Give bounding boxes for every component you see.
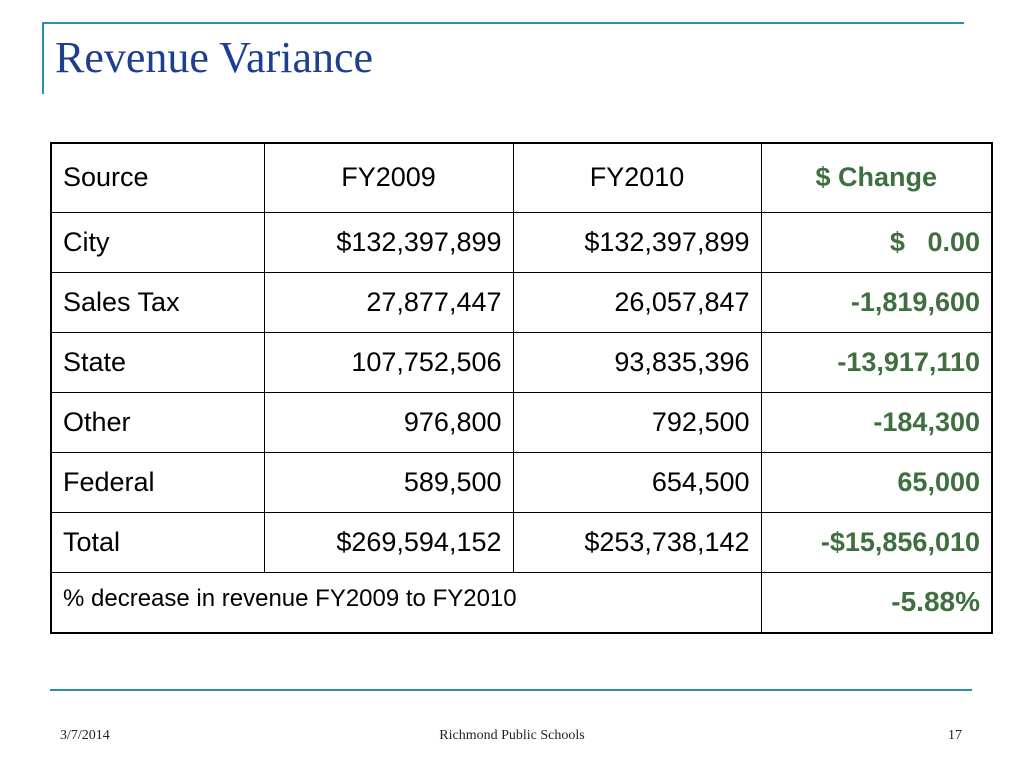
table-row-total: Total $269,594,152 $253,738,142 -$15,856… xyxy=(50,511,993,573)
row-fy2009: $269,594,152 xyxy=(263,511,514,573)
title-top-rule xyxy=(42,22,964,24)
row-source: Sales Tax xyxy=(50,271,265,333)
slide-title: Revenue Variance xyxy=(55,33,374,82)
row-fy2009: 107,752,506 xyxy=(263,331,514,393)
table-summary-row: % decrease in revenue FY2009 to FY2010 -… xyxy=(50,571,993,634)
table-row: Sales Tax 27,877,447 26,057,847 -1,819,6… xyxy=(50,271,993,333)
table-row: City $132,397,899 $132,397,899 $ 0.00 xyxy=(50,211,993,273)
row-source: State xyxy=(50,331,265,393)
row-change: -13,917,110 xyxy=(760,331,993,393)
title-left-rule xyxy=(42,22,44,94)
row-change: -$15,856,010 xyxy=(760,511,993,573)
row-source: Other xyxy=(50,391,265,453)
revenue-table: Source FY2009 FY2010 $ Change City $132,… xyxy=(50,142,993,634)
row-fy2009: 589,500 xyxy=(263,451,514,513)
summary-label: % decrease in revenue FY2009 to FY2010 xyxy=(50,571,762,634)
row-change: -1,819,600 xyxy=(760,271,993,333)
header-source: Source xyxy=(50,142,265,213)
table-row: Other 976,800 792,500 -184,300 xyxy=(50,391,993,453)
row-fy2010: 93,835,396 xyxy=(512,331,762,393)
row-source: Total xyxy=(50,511,265,573)
row-change: 65,000 xyxy=(760,451,993,513)
row-change: -184,300 xyxy=(760,391,993,453)
table-header-row: Source FY2009 FY2010 $ Change xyxy=(50,142,993,213)
row-source: Federal xyxy=(50,451,265,513)
header-fy2009: FY2009 xyxy=(263,142,514,213)
row-fy2010: 792,500 xyxy=(512,391,762,453)
row-fy2009: $132,397,899 xyxy=(263,211,514,273)
footer-date: 3/7/2014 xyxy=(60,728,110,743)
table-row: Federal 589,500 654,500 65,000 xyxy=(50,451,993,513)
row-fy2010: $253,738,142 xyxy=(512,511,762,573)
header-fy2010: FY2010 xyxy=(512,142,762,213)
footer-rule xyxy=(50,689,972,691)
row-fy2010: 26,057,847 xyxy=(512,271,762,333)
row-source: City xyxy=(50,211,265,273)
row-fy2009: 976,800 xyxy=(263,391,514,453)
row-fy2009: 27,877,447 xyxy=(263,271,514,333)
summary-value: -5.88% xyxy=(760,571,993,634)
row-fy2010: 654,500 xyxy=(512,451,762,513)
page-number: 17 xyxy=(948,728,962,743)
row-change: $ 0.00 xyxy=(760,211,993,273)
footer-organization: Richmond Public Schools xyxy=(439,728,585,743)
row-fy2010: $132,397,899 xyxy=(512,211,762,273)
header-change: $ Change xyxy=(760,142,993,213)
table-row: State 107,752,506 93,835,396 -13,917,110 xyxy=(50,331,993,393)
